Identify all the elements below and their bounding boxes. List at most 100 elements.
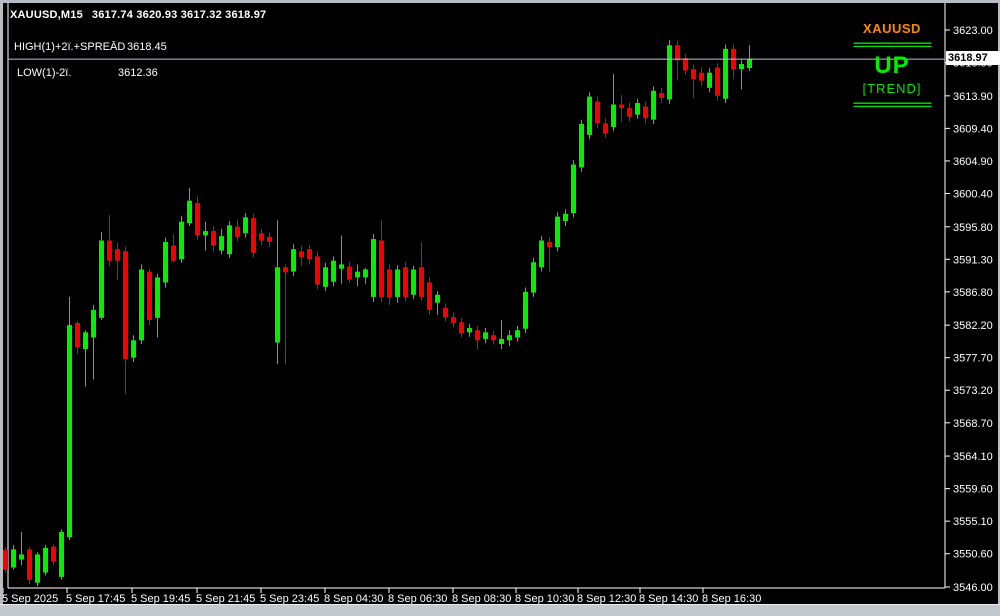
candle[interactable] [691,64,696,98]
candle[interactable] [283,264,288,365]
candle[interactable] [243,213,248,238]
candle[interactable] [219,228,224,255]
candle[interactable] [227,220,232,258]
candle-body [67,325,72,538]
candle[interactable] [99,231,104,321]
candle[interactable] [483,328,488,344]
candle[interactable] [35,552,40,587]
candle[interactable] [147,268,152,326]
candle[interactable] [291,244,296,276]
candle[interactable] [531,257,536,297]
candle[interactable] [563,209,568,227]
candle[interactable] [355,264,360,287]
candle[interactable] [667,40,672,104]
candle[interactable] [11,545,16,570]
candle[interactable] [475,325,480,350]
candle[interactable] [715,63,720,101]
price-axis[interactable]: 3623.003618.503613.903609.403604.903600.… [945,25,993,594]
candle[interactable] [363,267,368,284]
candle[interactable] [163,237,168,288]
candle[interactable] [395,265,400,303]
candle[interactable] [411,265,416,300]
candle[interactable] [27,547,32,585]
candle[interactable] [435,291,440,316]
candle[interactable] [627,103,632,122]
candles-layer[interactable] [3,40,752,587]
candle[interactable] [83,330,88,387]
candle[interactable] [307,244,312,265]
candle[interactable] [171,233,176,263]
candle[interactable] [91,304,96,380]
candle[interactable] [683,53,688,75]
candle[interactable] [603,118,608,138]
candle[interactable] [651,86,656,125]
time-axis[interactable]: 5 Sep 2025 5 Sep 17:45 5 Sep 19:45 5 Sep 21… [2,588,761,605]
candle[interactable] [555,212,560,252]
candle[interactable] [235,219,240,242]
candle[interactable] [155,273,160,338]
candle[interactable] [203,221,208,251]
candle[interactable] [387,264,392,305]
candle[interactable] [59,529,64,580]
candle[interactable] [491,330,496,345]
candle[interactable] [131,335,136,363]
candle[interactable] [451,312,456,328]
candle[interactable] [347,261,352,284]
candle[interactable] [707,68,712,93]
candle[interactable] [419,241,424,301]
candle[interactable] [123,247,128,394]
candle[interactable] [635,98,640,119]
candle[interactable] [427,277,432,316]
candle[interactable] [643,101,648,124]
candle[interactable] [267,232,272,248]
candle[interactable] [259,228,264,246]
candle[interactable] [211,226,216,252]
candle[interactable] [675,40,680,81]
candle[interactable] [67,296,72,540]
candle[interactable] [379,220,384,302]
candle[interactable] [51,544,56,566]
candle[interactable] [499,320,504,350]
candle[interactable] [571,160,576,218]
candle[interactable] [467,323,472,337]
candle[interactable] [579,119,584,172]
candle[interactable] [371,233,376,302]
candle[interactable] [107,215,112,267]
candle[interactable] [619,95,624,122]
candle[interactable] [139,264,144,344]
candle[interactable] [699,67,704,86]
candle[interactable] [659,87,664,104]
price-tick-label: 3613.90 [953,91,993,103]
candle[interactable] [75,320,80,355]
candle[interactable] [331,256,336,287]
candle[interactable] [323,262,328,292]
candle[interactable] [403,262,408,302]
candle[interactable] [587,92,592,140]
candle[interactable] [723,44,728,104]
candle[interactable] [547,236,552,272]
candle[interactable] [595,96,600,129]
candle[interactable] [731,44,736,80]
candle[interactable] [187,187,192,227]
candle[interactable] [739,59,744,90]
candle[interactable] [443,303,448,322]
candle[interactable] [459,317,464,338]
candle[interactable] [3,547,8,573]
candle[interactable] [179,215,184,263]
candle[interactable] [539,236,544,272]
candle[interactable] [19,532,24,566]
candle[interactable] [299,245,304,266]
candle[interactable] [747,44,752,72]
candle[interactable] [523,287,528,334]
candle[interactable] [507,330,512,347]
candle[interactable] [275,220,280,365]
candle[interactable] [515,325,520,342]
candle[interactable] [195,196,200,240]
candle[interactable] [315,251,320,289]
candle[interactable] [251,213,256,258]
candle[interactable] [43,545,48,576]
candle[interactable] [339,235,344,284]
candle[interactable] [611,74,616,132]
candle[interactable] [115,242,120,281]
